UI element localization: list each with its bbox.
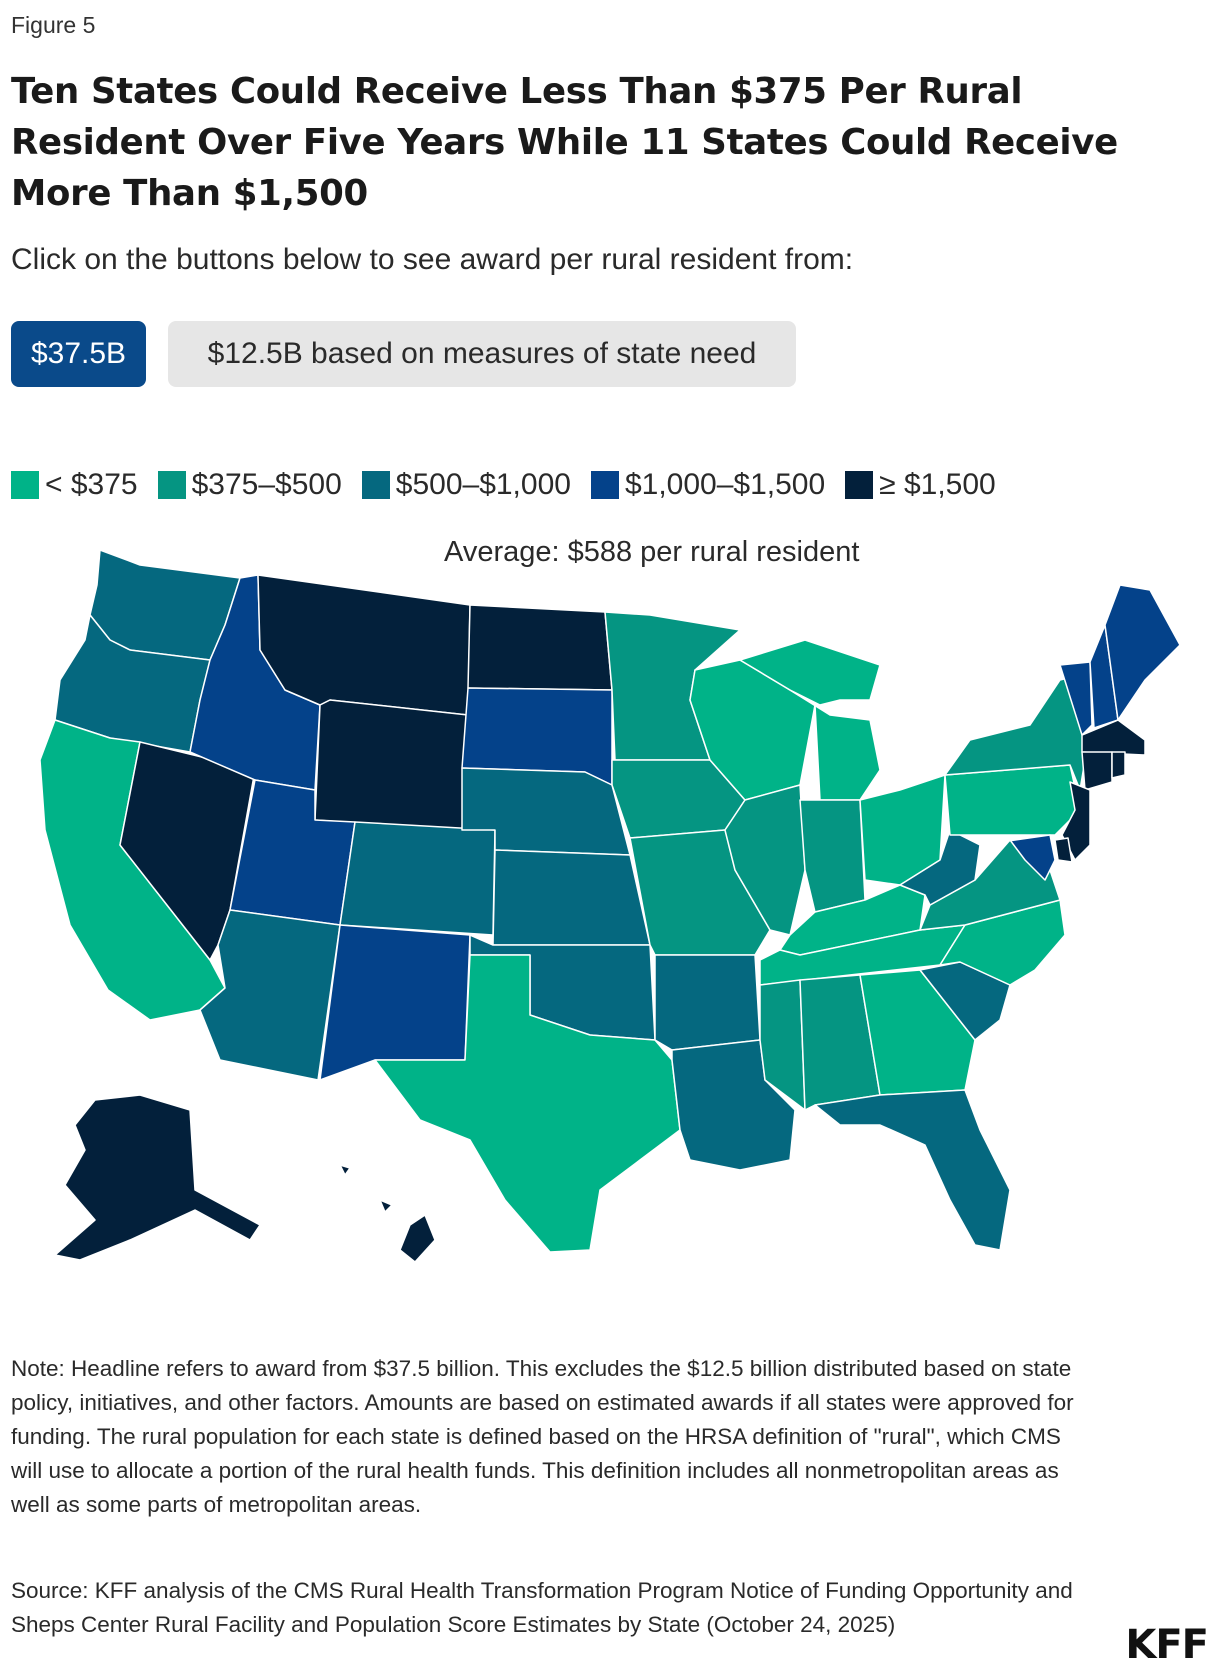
- legend-item-lt-375: < $375: [11, 468, 138, 502]
- toggle-12-5b-button[interactable]: $12.5B based on measures of state need: [168, 321, 796, 387]
- average-label: Average: $588 per rural resident: [444, 536, 860, 568]
- chart-subtitle: Click on the buttons below to see award …: [11, 243, 854, 276]
- legend-swatch: [590, 471, 619, 499]
- state-ks[interactable]: [492, 849, 651, 946]
- legend-swatch: [361, 471, 390, 499]
- legend-label: ≥ $1,500: [879, 468, 996, 501]
- state-md[interactable]: [979, 834, 1056, 881]
- state-az[interactable]: [199, 909, 341, 1081]
- footnote-source: Source: KFF analysis of the CMS Rural He…: [11, 1578, 1073, 1637]
- state-nd[interactable]: [467, 604, 613, 691]
- legend-item-1000-1500: $1,000–$1,500: [590, 468, 826, 502]
- kff-logo: KFF: [1125, 1622, 1209, 1668]
- legend-swatch: [11, 471, 39, 499]
- state-hi[interactable]: [399, 1214, 436, 1263]
- legend-label: $1,000–$1,500: [624, 468, 826, 501]
- footnote-note: Note: Headline refers to award from $37.…: [11, 1356, 1074, 1517]
- figure-label: Figure 5: [11, 12, 96, 38]
- state-ak[interactable]: [54, 1094, 261, 1261]
- legend-item-500-1000: $500–$1,000: [361, 468, 571, 502]
- chart-title: Ten States Could Receive Less Than $375 …: [11, 71, 1118, 214]
- legend-label: $375–$500: [191, 468, 342, 501]
- legend-item-375-500: $375–$500: [157, 468, 342, 502]
- state-fl[interactable]: [814, 1089, 1011, 1251]
- state-ga[interactable]: [859, 969, 976, 1096]
- state-wy[interactable]: [314, 699, 469, 831]
- state-pa[interactable]: [944, 764, 1081, 836]
- state-ma[interactable]: [1081, 719, 1146, 756]
- state-hi-island[interactable]: [379, 1199, 393, 1213]
- state-ar[interactable]: [654, 954, 761, 1051]
- legend: < $375 $375–$500 $500–$1,000 $1,000–$1,5…: [11, 465, 1016, 505]
- state-il[interactable]: [724, 784, 806, 936]
- state-de[interactable]: [1054, 837, 1073, 863]
- legend-swatch: [157, 471, 186, 499]
- toggle-37-5b-button[interactable]: $37.5B: [11, 321, 146, 387]
- legend-item-gte-1500: ≥ $1,500: [845, 468, 996, 502]
- state-in[interactable]: [799, 799, 866, 913]
- us-choropleth-map: [39, 549, 1181, 1263]
- state-me[interactable]: [1104, 584, 1181, 721]
- legend-label: $500–$1,000: [395, 468, 571, 501]
- state-tx[interactable]: [374, 954, 681, 1253]
- state-wv[interactable]: [899, 829, 981, 906]
- state-co[interactable]: [339, 821, 496, 936]
- state-ri[interactable]: [1111, 751, 1126, 779]
- legend-label: < $375: [45, 468, 138, 501]
- state-ms[interactable]: [759, 979, 806, 1111]
- legend-swatch: [845, 471, 874, 499]
- state-vt[interactable]: [1059, 661, 1093, 736]
- state-ct[interactable]: [1081, 751, 1113, 791]
- state-hi-island[interactable]: [339, 1164, 351, 1176]
- state-nm[interactable]: [319, 924, 471, 1081]
